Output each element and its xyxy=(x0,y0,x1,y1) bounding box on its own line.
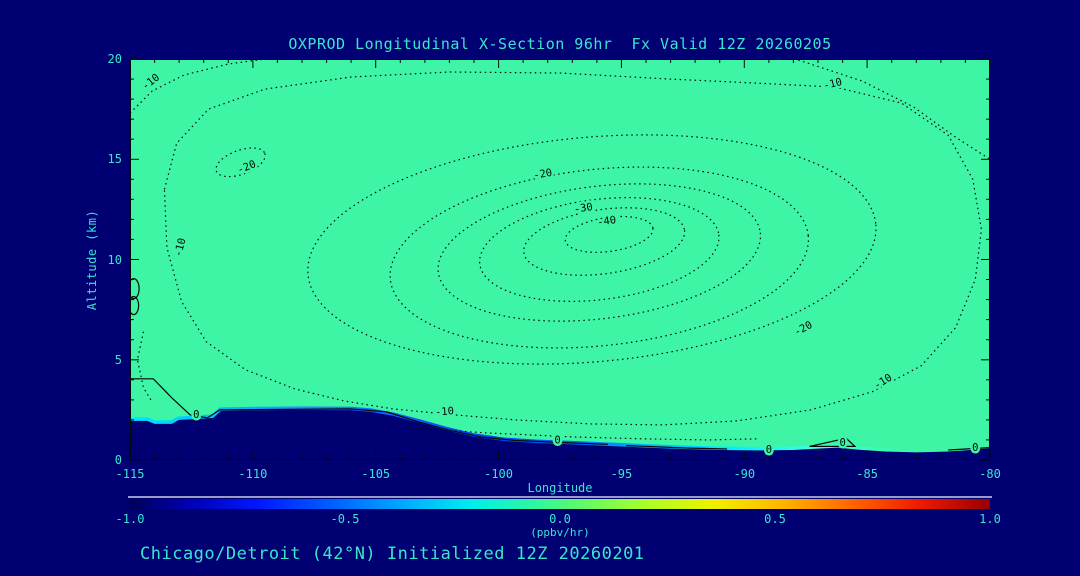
field-fill xyxy=(130,59,990,460)
contour-ring xyxy=(307,134,877,365)
contour-label: 0 xyxy=(839,437,845,449)
colorbar xyxy=(130,499,990,509)
contour-ring xyxy=(523,207,686,276)
plot-title: OXPROD Longitudinal X-Section 96hr Fx Va… xyxy=(288,35,832,53)
contour-path xyxy=(163,71,983,426)
contour-ring xyxy=(130,278,140,300)
contour-label: 0 xyxy=(193,409,199,421)
contour-label: -10 xyxy=(435,405,455,418)
contour-path xyxy=(130,378,608,445)
contour-path xyxy=(626,445,728,450)
contour-ring xyxy=(215,147,266,178)
contour-label: 0 xyxy=(766,444,772,456)
contour-path xyxy=(136,331,153,403)
y-axis-label: Altitude (km) xyxy=(85,209,99,311)
footer-caption: Chicago/Detroit (42°N) Initialized 12Z 2… xyxy=(140,544,645,564)
contour-path xyxy=(809,437,857,447)
contour-path xyxy=(798,59,990,160)
contour-label: 0 xyxy=(972,442,978,454)
plot-frame xyxy=(130,59,990,460)
contour-ring xyxy=(389,166,810,349)
contour-path xyxy=(130,59,266,114)
terrain-fill xyxy=(130,409,990,460)
contour-ring xyxy=(130,296,140,316)
contour-label: -40 xyxy=(596,214,616,229)
contour-path xyxy=(410,427,757,441)
x-axis-label: Longitude xyxy=(527,481,593,495)
colorbar-unit-label: (ppbv/hr) xyxy=(530,526,590,539)
contour-ring xyxy=(564,215,654,253)
contour-path xyxy=(948,447,990,451)
contour-ring xyxy=(437,183,762,322)
contour-label: 0 xyxy=(554,434,560,446)
contour-label: -30 xyxy=(573,201,593,216)
